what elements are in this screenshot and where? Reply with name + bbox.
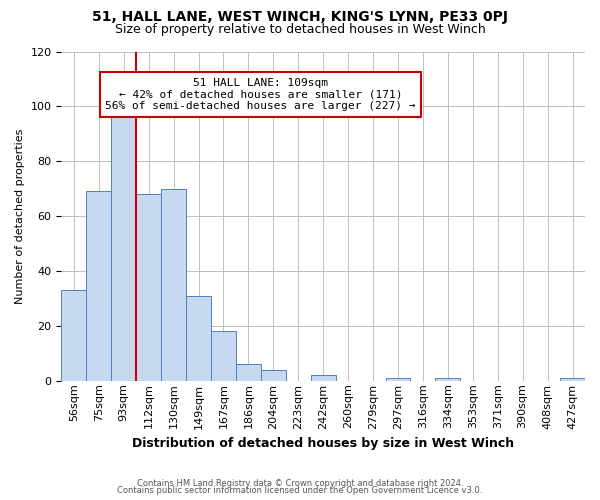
Text: Size of property relative to detached houses in West Winch: Size of property relative to detached ho… [115,22,485,36]
Bar [236,364,261,381]
Bar [311,376,335,381]
Bar [61,290,86,381]
Bar [436,378,460,381]
Text: 51, HALL LANE, WEST WINCH, KING'S LYNN, PE33 0PJ: 51, HALL LANE, WEST WINCH, KING'S LYNN, … [92,10,508,24]
Bar [386,378,410,381]
Text: Contains HM Land Registry data © Crown copyright and database right 2024.: Contains HM Land Registry data © Crown c… [137,478,463,488]
Text: 51 HALL LANE: 109sqm
← 42% of detached houses are smaller (171)
56% of semi-deta: 51 HALL LANE: 109sqm ← 42% of detached h… [105,78,416,111]
Bar [111,106,136,381]
Text: Contains public sector information licensed under the Open Government Licence v3: Contains public sector information licen… [118,486,482,495]
Bar [86,192,111,381]
Bar [136,194,161,381]
Bar [261,370,286,381]
Bar [211,332,236,381]
Bar [161,188,186,381]
X-axis label: Distribution of detached houses by size in West Winch: Distribution of detached houses by size … [132,437,514,450]
Y-axis label: Number of detached properties: Number of detached properties [15,128,25,304]
Bar [186,296,211,381]
Bar [560,378,585,381]
